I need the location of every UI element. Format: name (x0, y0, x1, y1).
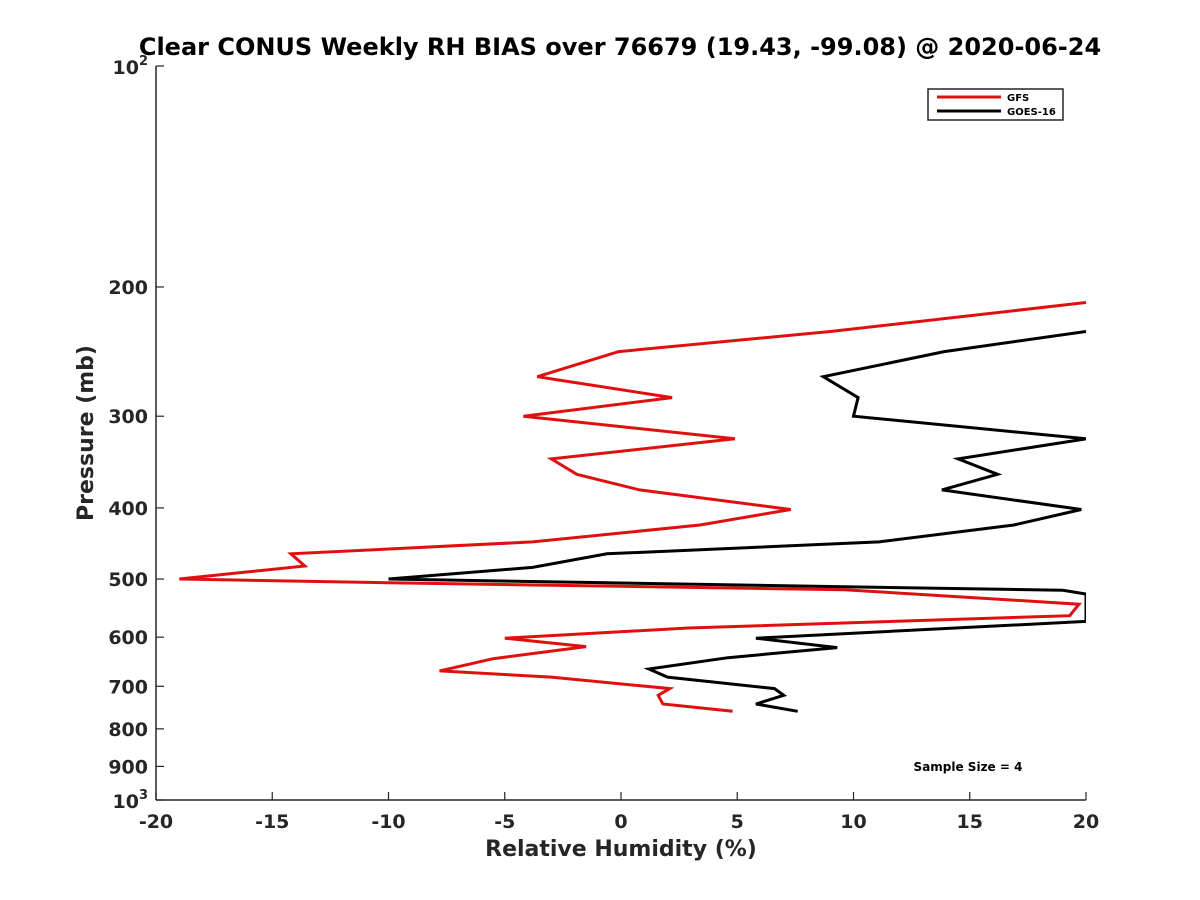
legend-label-goes16: GOES-16 (1007, 107, 1056, 118)
sample-size-annotation: Sample Size = 4 (914, 760, 1023, 774)
legend: GFS GOES-16 (927, 88, 1064, 121)
y-ticks: 102 200 300 400 500 600 700 800 900 103 (108, 54, 164, 813)
x-tick-label: -15 (255, 811, 289, 833)
chart-title: Clear CONUS Weekly RH BIAS over 76679 (1… (139, 33, 1101, 61)
series-line-goes16 (388, 330, 1086, 713)
y-tick-label: 103 (113, 788, 149, 813)
series-group (179, 301, 1086, 713)
y-tick-label: 102 (113, 54, 149, 79)
plot-area: -20 -15 -10 -5 0 5 10 15 20 102 200 300 400 500 600 70… (108, 54, 1099, 833)
x-tick-label: 10 (840, 811, 866, 833)
x-tick-label: 15 (957, 811, 983, 833)
y-tick-label: 200 (108, 277, 148, 299)
x-tick-label: 0 (614, 811, 627, 833)
legend-box (927, 88, 1064, 121)
y-tick-label: 500 (108, 569, 148, 591)
x-tick-label: 5 (731, 811, 744, 833)
x-tick-label: -10 (371, 811, 405, 833)
y-axis-label: Pressure (mb) (74, 345, 99, 521)
x-tick-label: -20 (139, 811, 173, 833)
y-tick-label: 300 (108, 406, 148, 428)
y-tick-label: 600 (108, 627, 148, 649)
y-tick-label: 900 (108, 756, 148, 778)
series-line-gfs (179, 301, 1086, 713)
y-tick-label: 700 (108, 676, 148, 698)
x-tick-label: 20 (1073, 811, 1099, 833)
y-tick-label: 800 (108, 719, 148, 741)
y-tick-label: 400 (108, 498, 148, 520)
x-axis-label: Relative Humidity (%) (485, 837, 757, 862)
x-ticks: -20 -15 -10 -5 0 5 10 15 20 (139, 792, 1099, 833)
x-tick-label: -5 (494, 811, 515, 833)
legend-label-gfs: GFS (1007, 93, 1029, 104)
